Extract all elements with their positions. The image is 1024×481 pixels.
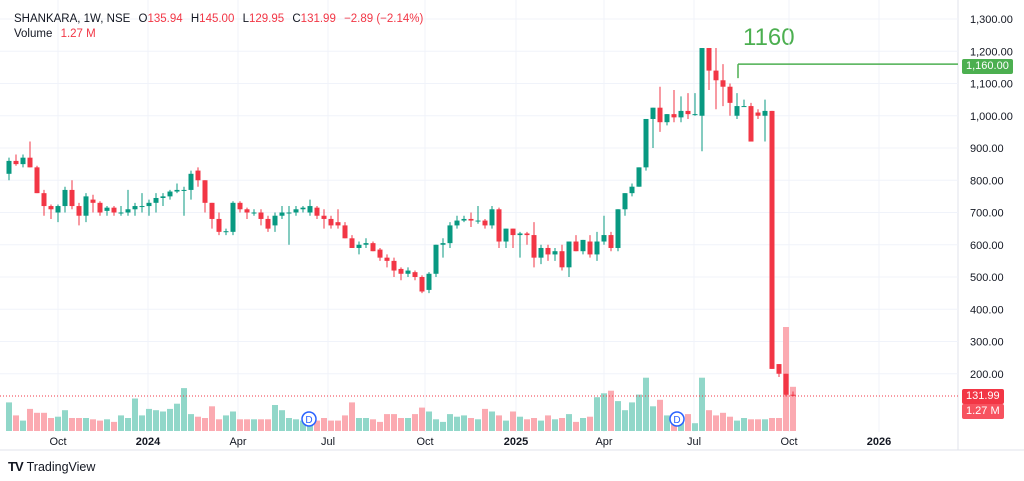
price-candles [6,48,796,397]
high-label: H [190,13,200,25]
change-value: −2.89 (−2.14%) [344,13,424,25]
price-tick-label: 300.00 [970,337,1004,349]
price-annotation-text[interactable]: 1160 [743,24,795,51]
time-tick-label: 2024 [136,436,161,448]
grid-lines [0,0,1024,451]
price-tick-label: 1,300.00 [970,14,1013,26]
dividend-marker-icon[interactable]: D [669,411,685,427]
time-tick-label: Oct [416,436,433,448]
time-tick-label: Jul [687,436,701,448]
price-tick-label: 600.00 [970,240,1004,252]
time-tick-label: Oct [49,436,66,448]
dividend-marker-icon[interactable]: D [301,411,317,427]
time-tick-label: Jul [321,436,335,448]
time-axis[interactable]: Oct 2024 Apr Jul Oct 2025 Apr Jul Oct 2026 [49,436,891,448]
horizontal-line-price-tag: 1,160.00 [962,59,1013,74]
brand-name: TradingView [26,459,96,474]
price-axis[interactable]: 1,300.00 1,200.00 1,100.00 1,000.00 900.00 80… [970,14,1013,381]
price-tick-label: 400.00 [970,304,1004,316]
last-price-tag: 131.99 [962,389,1004,404]
time-tick-label: 2026 [867,436,891,448]
chart-legend: SHANKARA, 1W, NSE O135.94 H145.00 L129.9… [14,12,423,42]
price-tick-label: 800.00 [970,175,1004,187]
price-tick-label: 200.00 [970,369,1004,381]
symbol-label[interactable]: SHANKARA, 1W, NSE [14,13,131,25]
svg-text:D: D [305,415,312,426]
time-tick-label: Oct [780,436,797,448]
price-tick-label: 1,000.00 [970,111,1013,123]
price-tick-label: 500.00 [970,272,1004,284]
price-tick-label: 900.00 [970,143,1004,155]
close-value: 131.99 [300,13,336,25]
open-value: 135.94 [147,13,183,25]
volume-value: 1.27 M [60,28,96,40]
time-tick-label: 2025 [504,436,528,448]
svg-text:D: D [673,415,680,426]
price-tick-label: 700.00 [970,208,1004,220]
volume-label[interactable]: Volume [14,28,53,40]
volume-row: Volume 1.27 M [14,27,423,42]
close-label: C [292,13,301,25]
open-label: O [138,13,148,25]
ohlc-row: SHANKARA, 1W, NSE O135.94 H145.00 L129.9… [14,12,423,27]
price-tick-label: 1,100.00 [970,79,1013,91]
volume-tag: 1.27 M [962,404,1004,419]
time-tick-label: Apr [229,436,246,448]
tradingview-logo-icon: TV [8,459,24,474]
price-tick-label: 1,200.00 [970,46,1013,58]
high-value: 145.00 [199,13,235,25]
low-label: L [242,13,249,25]
low-value: 129.95 [248,13,285,25]
time-tick-label: Apr [595,436,612,448]
tradingview-branding[interactable]: TV TradingView [8,459,95,474]
